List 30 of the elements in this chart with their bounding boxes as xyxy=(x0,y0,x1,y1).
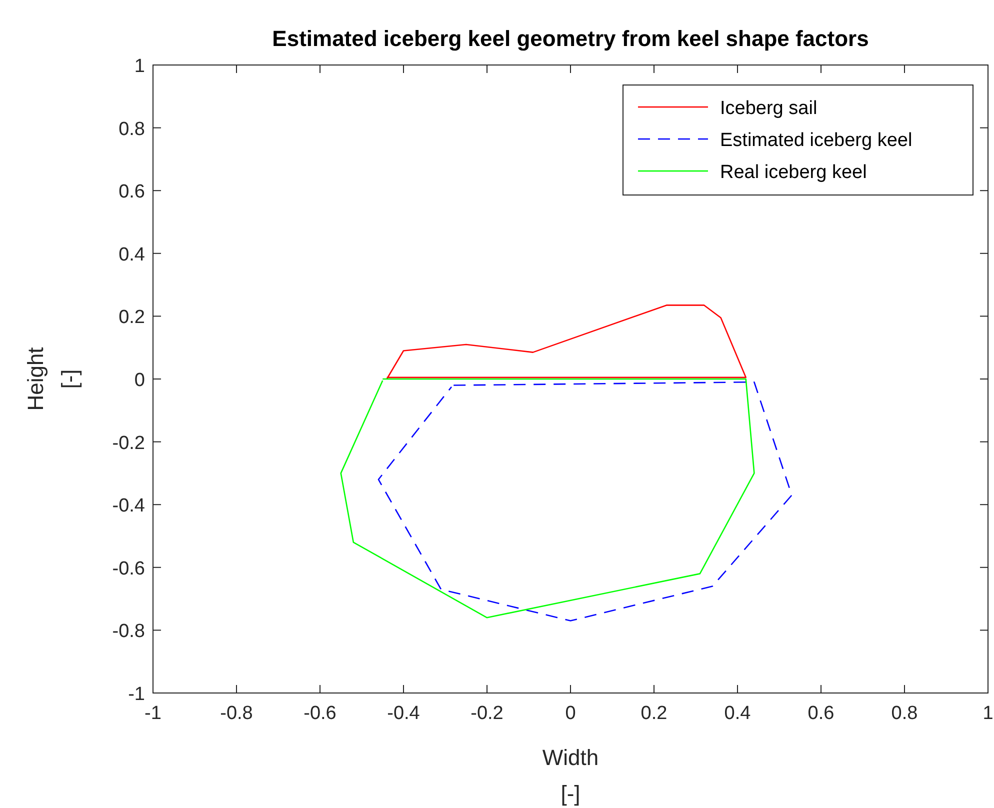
chart-title: Estimated iceberg keel geometry from keel shape factors xyxy=(272,26,869,51)
x-axis-title: Width [-] xyxy=(542,745,599,806)
x-tick-label: 0 xyxy=(565,703,576,724)
x-tick-label: -0.6 xyxy=(304,703,336,724)
y-tick-label: 0.8 xyxy=(118,118,145,140)
line-series xyxy=(378,381,792,622)
y-tick-label: 0.2 xyxy=(118,307,145,328)
x-tick-label: -0.4 xyxy=(387,703,420,724)
y-axis-title: Height [-] xyxy=(23,347,82,411)
legend-label: Iceberg sail xyxy=(720,98,818,119)
y-tick-label: 0 xyxy=(134,370,145,391)
x-tick-label: 0.4 xyxy=(724,703,752,724)
line-series xyxy=(340,378,755,618)
y-tick-label: 1 xyxy=(134,56,145,77)
x-tick-label: 0.6 xyxy=(808,703,834,724)
x-tick-label: 0.2 xyxy=(640,703,668,724)
y-tick-label: -0.6 xyxy=(112,558,145,580)
y-tick-label: 0.4 xyxy=(118,244,146,266)
y-tick-label: -0.4 xyxy=(112,496,146,517)
x-tick-label: -0.2 xyxy=(470,703,504,724)
y-tick-label: -0.2 xyxy=(112,432,145,454)
x-tick-label: 1 xyxy=(982,703,994,724)
x-tick-label: -0.8 xyxy=(220,703,253,724)
y-tick-label: -1 xyxy=(128,684,145,705)
legend-label: Estimated iceberg keel xyxy=(720,130,912,151)
line-series xyxy=(386,304,746,380)
x-tick-label: 0.8 xyxy=(891,703,918,724)
legend-label: Real iceberg keel xyxy=(720,162,867,183)
y-tick-label: 0.6 xyxy=(118,182,145,203)
y-tick-label: -0.8 xyxy=(112,621,145,642)
